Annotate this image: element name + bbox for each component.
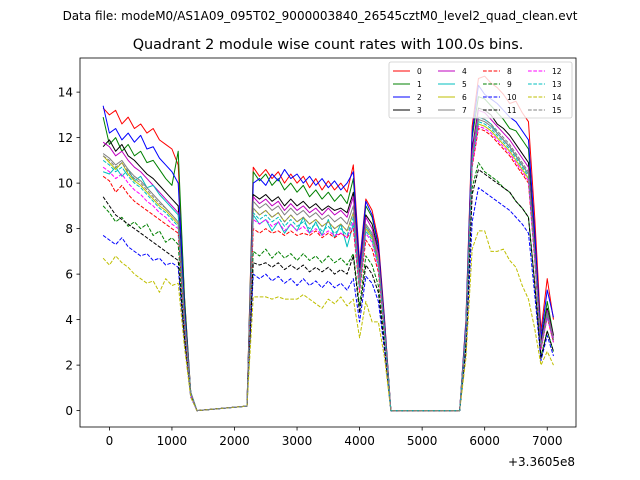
series-line-10: [102, 187, 554, 412]
series-line-12: [102, 125, 554, 412]
plot-area: [79, 57, 577, 428]
series-line-14: [102, 230, 554, 412]
x-tick-label: 4000: [344, 434, 375, 448]
y-tick-label: 4: [65, 313, 73, 327]
series-line-15: [102, 116, 554, 412]
legend-label-10: 10: [507, 93, 517, 102]
axes-frame: [79, 57, 577, 428]
legend-label-5: 5: [462, 80, 467, 89]
legend-label-0: 0: [417, 67, 422, 76]
x-tick-label: 2000: [219, 434, 250, 448]
x-tick-label: 7000: [532, 434, 563, 448]
x-axis-offset-label: +3.3605e8: [508, 455, 575, 469]
x-tick-label: 5000: [407, 434, 438, 448]
series-line-9: [102, 162, 554, 412]
legend-label-6: 6: [462, 93, 467, 102]
x-tick-label: 1000: [157, 434, 188, 448]
y-tick-label: 6: [65, 267, 73, 281]
series-line-7: [102, 118, 554, 412]
series-line-11: [102, 168, 554, 412]
legend-box: [388, 61, 573, 119]
legend-label-15: 15: [552, 106, 562, 115]
legend-label-13: 13: [552, 80, 562, 89]
legend-label-11: 11: [507, 106, 517, 115]
legend-label-8: 8: [507, 67, 512, 76]
x-axis: 0 1000 2000 3000 4000 5000 6000 7000: [106, 427, 563, 448]
series-line-3: [102, 107, 554, 412]
legend-label-14: 14: [552, 93, 562, 102]
y-tick-label: 8: [65, 222, 73, 236]
legend-label-7: 7: [462, 106, 467, 115]
figure-suptitle: Data file: modeM0/AS1A09_095T02_90000038…: [63, 9, 578, 23]
series-line-8: [102, 128, 554, 412]
legend-label-4: 4: [462, 67, 467, 76]
legend-label-1: 1: [417, 80, 422, 89]
y-tick-label: 2: [65, 358, 73, 372]
y-tick-label: 10: [58, 176, 73, 190]
y-tick-label: 12: [58, 131, 73, 145]
legend-label-12: 12: [552, 67, 562, 76]
x-tick-label: 6000: [469, 434, 500, 448]
chart-title: Quadrant 2 module wise count rates with …: [133, 37, 524, 53]
series-layer: [102, 75, 554, 412]
y-axis: 0 2 4 6 8 10 12 14: [58, 85, 80, 418]
y-tick-label: 14: [58, 85, 73, 99]
x-tick-label: 0: [106, 434, 114, 448]
legend-label-2: 2: [417, 93, 422, 102]
series-line-13: [102, 121, 554, 412]
legend-label-3: 3: [417, 106, 422, 115]
x-tick-label: 3000: [282, 434, 313, 448]
legend-label-9: 9: [507, 80, 512, 89]
y-tick-label: 0: [65, 404, 73, 418]
series-line-4: [102, 109, 554, 412]
